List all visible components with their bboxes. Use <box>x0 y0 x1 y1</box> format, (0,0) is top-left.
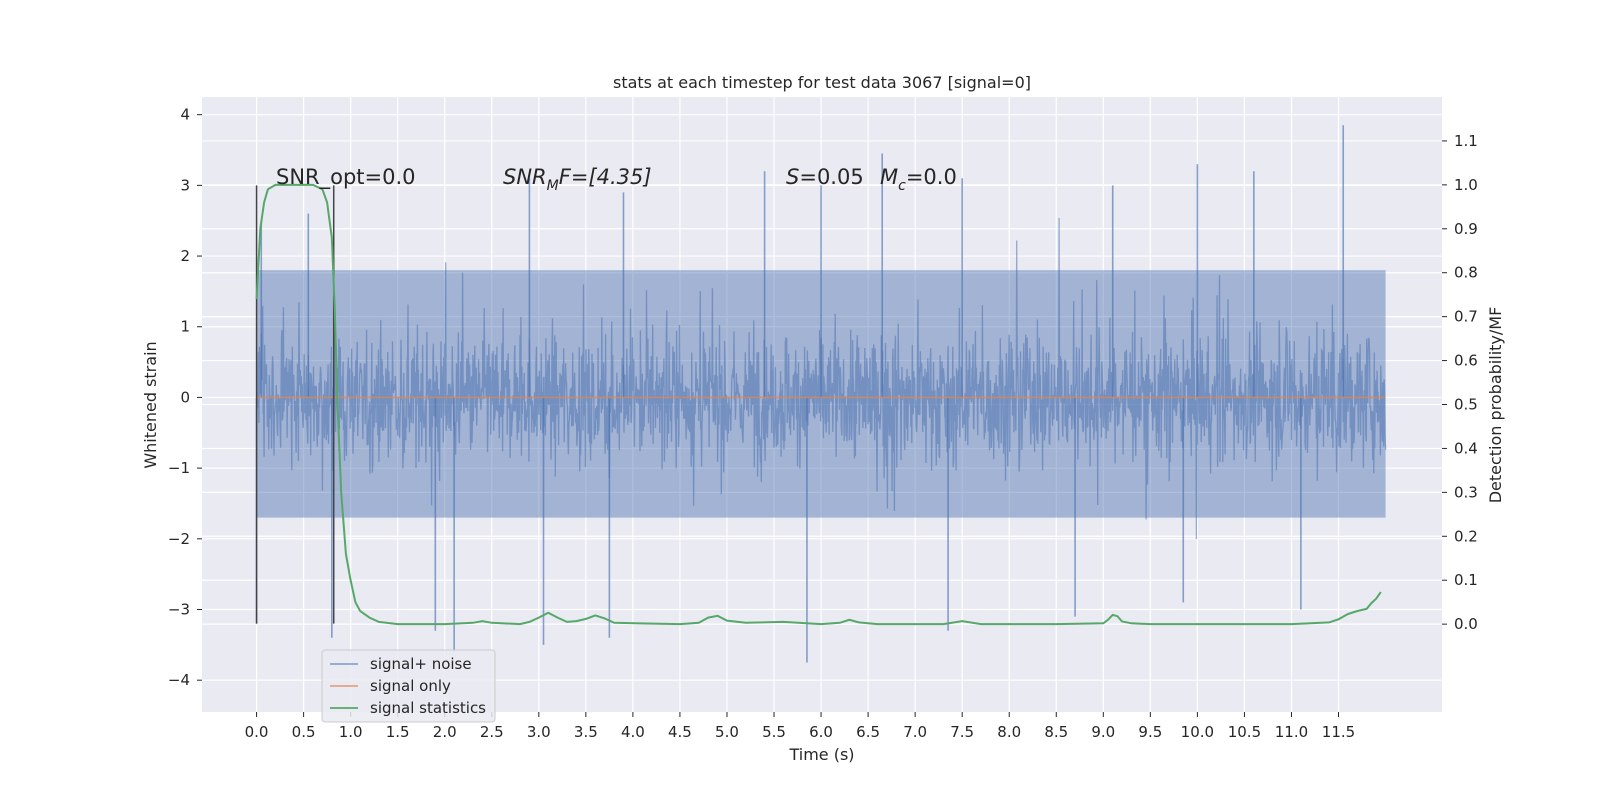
statistics-series <box>255 183 1382 626</box>
right-tick-label: 0.5 <box>1454 396 1478 414</box>
x-tick-label: 1.0 <box>339 723 363 741</box>
x-tick-label: 9.5 <box>1138 723 1162 741</box>
y-tick-label: −3 <box>168 601 190 619</box>
y-axis-ticks: −4 −3 −2 −1 0 1 2 3 4 <box>168 106 202 689</box>
annotation-s-value: =0.05 <box>799 165 863 189</box>
annotation-snr-mf-sub: M <box>547 178 559 194</box>
y-tick-label: 1 <box>180 318 190 336</box>
right-tick-label: 0.0 <box>1454 615 1478 633</box>
annotation-s-prefix: S <box>786 165 799 189</box>
x-tick-label: 8.0 <box>997 723 1021 741</box>
annotation-snr-mf: SNRMF=[4.35] <box>503 165 652 194</box>
right-tick-label: 0.4 <box>1454 439 1478 457</box>
right-tick-label: 0.6 <box>1454 352 1478 370</box>
right-tick-label: 0.2 <box>1454 527 1478 545</box>
x-tick-label: 2.5 <box>480 723 504 741</box>
x-tick-label: 4.0 <box>621 723 645 741</box>
y-tick-label: −4 <box>168 671 190 689</box>
x-tick-label: 2.0 <box>433 723 457 741</box>
x-tick-label: 5.0 <box>715 723 739 741</box>
x-tick-label: 3.5 <box>574 723 598 741</box>
y-tick-label: 0 <box>180 388 190 406</box>
y-tick-label: −1 <box>168 459 190 477</box>
x-tick-label: 5.5 <box>762 723 786 741</box>
legend-label-noise: signal+ noise <box>370 655 472 673</box>
annotation-s: S=0.05 <box>786 165 864 189</box>
right-axis-label: Detection probability/MF <box>1486 307 1505 504</box>
x-tick-label: 3.0 <box>527 723 551 741</box>
x-axis-label: Time (s) <box>788 745 854 764</box>
legend-label-signal: signal only <box>370 677 451 695</box>
right-tick-label: 0.9 <box>1454 220 1478 238</box>
x-tick-label: 6.0 <box>809 723 833 741</box>
annotation-mc-value: =0.0 <box>906 165 957 189</box>
x-tick-label: 11.0 <box>1275 723 1308 741</box>
y-tick-label: 4 <box>180 106 190 124</box>
x-tick-label: 1.5 <box>386 723 410 741</box>
noise-series <box>255 125 1387 663</box>
annotation-mc-prefix: M <box>880 165 898 189</box>
x-tick-label: 10.0 <box>1181 723 1214 741</box>
right-axis-ticks: 0.0 0.1 0.2 0.3 0.4 0.5 0.6 0.7 0.8 0.9 1.0 1.1 <box>1442 132 1478 633</box>
right-tick-label: 0.7 <box>1454 308 1478 326</box>
x-tick-label: 0.5 <box>292 723 316 741</box>
x-tick-label: 7.5 <box>950 723 974 741</box>
right-tick-label: 1.0 <box>1454 176 1478 194</box>
annotation-snr-mf-prefix: SNR <box>503 165 547 189</box>
y-tick-label: −2 <box>168 530 190 548</box>
statistics-line <box>255 183 1382 626</box>
x-tick-label: 11.5 <box>1322 723 1355 741</box>
right-tick-label: 1.1 <box>1454 132 1478 150</box>
x-tick-label: 4.5 <box>668 723 692 741</box>
y-tick-label: 2 <box>180 247 190 265</box>
annotation-snr-mf-suffix: F=[4.35] <box>559 165 652 189</box>
x-tick-label: 9.0 <box>1091 723 1115 741</box>
x-tick-label: 10.5 <box>1228 723 1261 741</box>
x-tick-label: 0.0 <box>245 723 269 741</box>
x-axis-ticks: 0.0 0.5 1.0 1.5 2.0 2.5 3.0 3.5 4.0 4.5 5.0 5.5 6.0 6… <box>245 712 1355 741</box>
right-tick-label: 0.8 <box>1454 264 1478 282</box>
legend-box <box>321 649 496 723</box>
chart-title: stats at each timestep for test data 306… <box>613 73 1031 92</box>
marker-lines <box>255 185 335 624</box>
annotation-mc-sub: c <box>898 178 906 194</box>
annotation-snr-opt: SNR_opt=0.0 <box>276 165 416 190</box>
y-tick-label: 3 <box>180 176 190 194</box>
x-tick-label: 7.0 <box>903 723 927 741</box>
right-tick-label: 0.1 <box>1454 571 1478 589</box>
right-tick-label: 0.3 <box>1454 483 1478 501</box>
x-tick-label: 8.5 <box>1044 723 1068 741</box>
y-axis-label: Whitened strain <box>141 341 160 468</box>
annotation-mc: Mc=0.0 <box>880 165 957 194</box>
x-tick-label: 6.5 <box>856 723 880 741</box>
legend-label-statistics: signal statistics <box>370 699 486 717</box>
legend: signal+ noise signal only signal statist… <box>321 649 496 723</box>
